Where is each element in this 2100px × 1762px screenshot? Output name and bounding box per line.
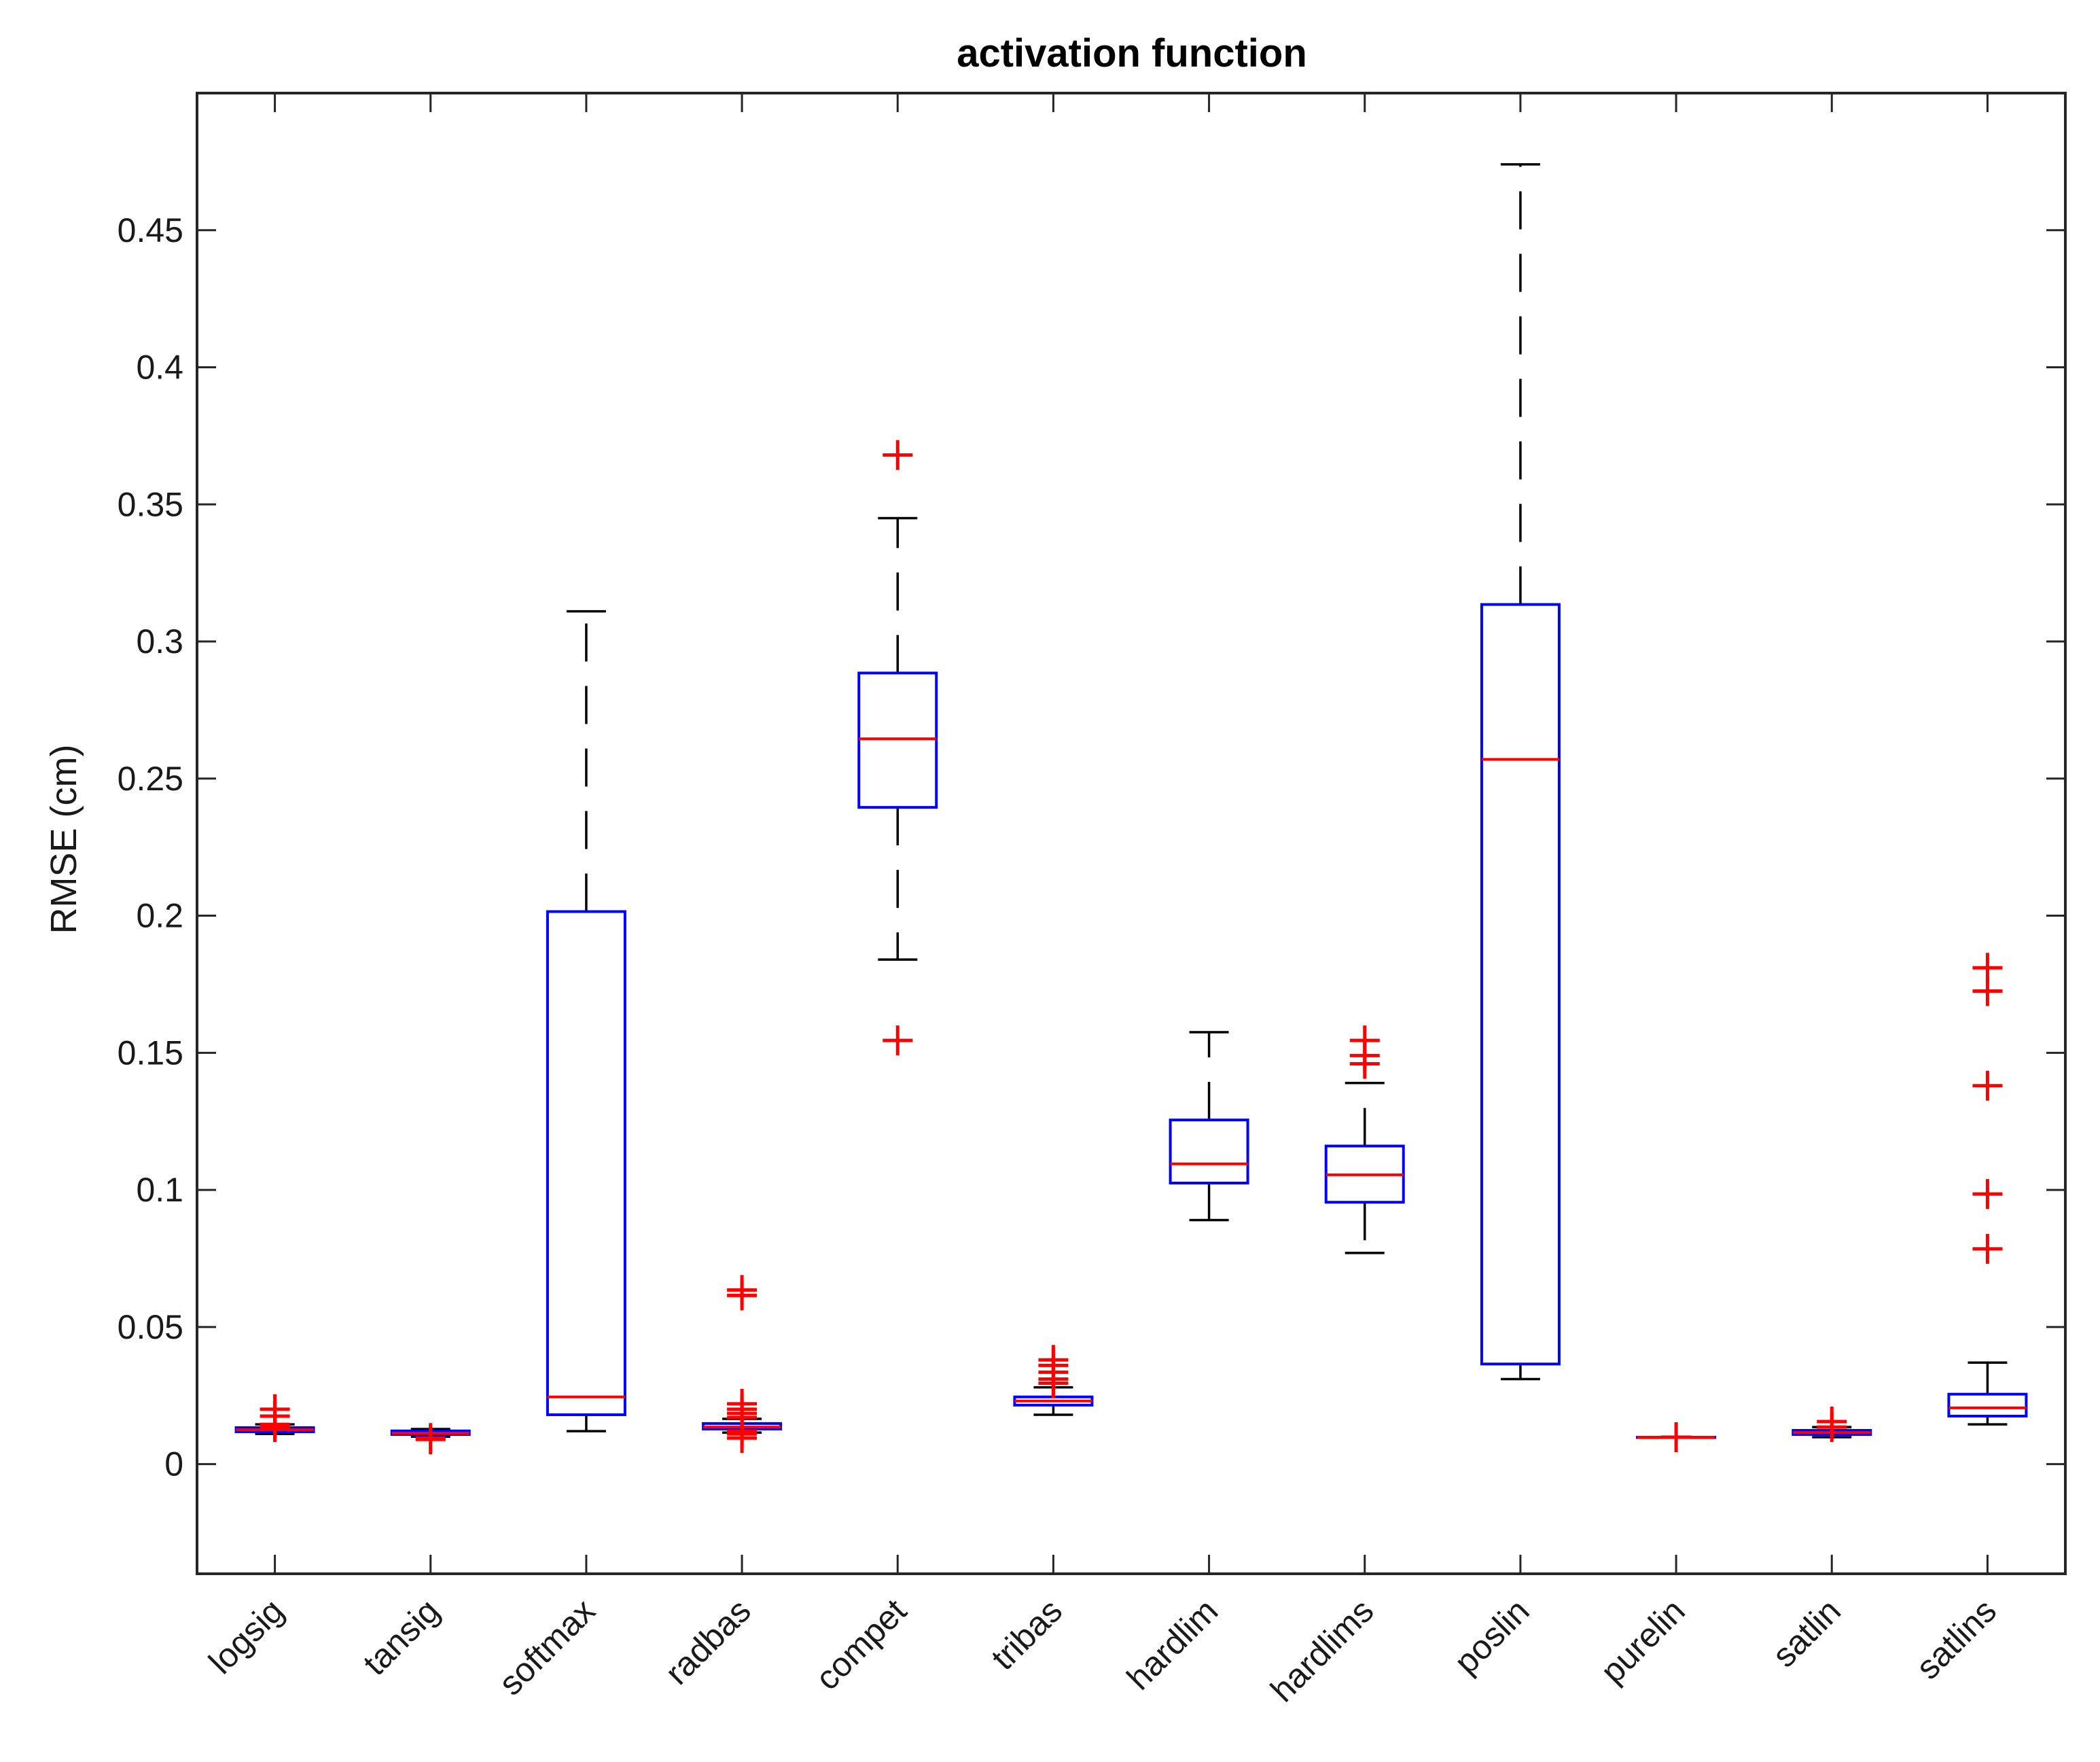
box-hardlim (1169, 1118, 1249, 1184)
outlier-marker (883, 1025, 913, 1056)
y-tick-label: 0.05 (118, 1308, 183, 1346)
y-tick-label: 0.25 (118, 760, 183, 798)
outlier-marker (1972, 1179, 2003, 1210)
outlier-marker (260, 1394, 290, 1424)
y-tick-label: 0.2 (136, 897, 183, 935)
plot-frame (196, 92, 2067, 1575)
box-poslin (1480, 603, 1561, 1366)
chart-title: activation function (957, 31, 1307, 75)
outlier-marker (727, 1275, 758, 1305)
box-softmax (546, 910, 626, 1416)
outlier-marker (415, 1423, 446, 1453)
outlier-marker (1661, 1422, 1692, 1453)
outlier-marker (1349, 1025, 1380, 1056)
y-tick-label: 0.1 (136, 1171, 183, 1209)
y-tick-label: 0.45 (118, 211, 183, 249)
y-tick-label: 0.35 (118, 485, 183, 523)
outlier-marker (1817, 1407, 1847, 1437)
outlier-marker (727, 1388, 758, 1419)
outlier-marker (1972, 953, 2003, 983)
y-tick-label: 0 (164, 1445, 183, 1483)
y-tick-label: 0.4 (136, 349, 183, 387)
y-tick-label: 0.3 (136, 622, 183, 660)
outlier-marker (1038, 1345, 1069, 1375)
outlier-marker (883, 440, 913, 470)
y-axis-label: RMSE (cm) (43, 745, 84, 934)
y-tick-label: 0.15 (118, 1034, 183, 1072)
outlier-marker (1972, 1233, 2003, 1264)
box-satlins (1947, 1392, 2028, 1417)
box-compet (857, 671, 938, 809)
outlier-marker (1972, 1070, 2003, 1101)
